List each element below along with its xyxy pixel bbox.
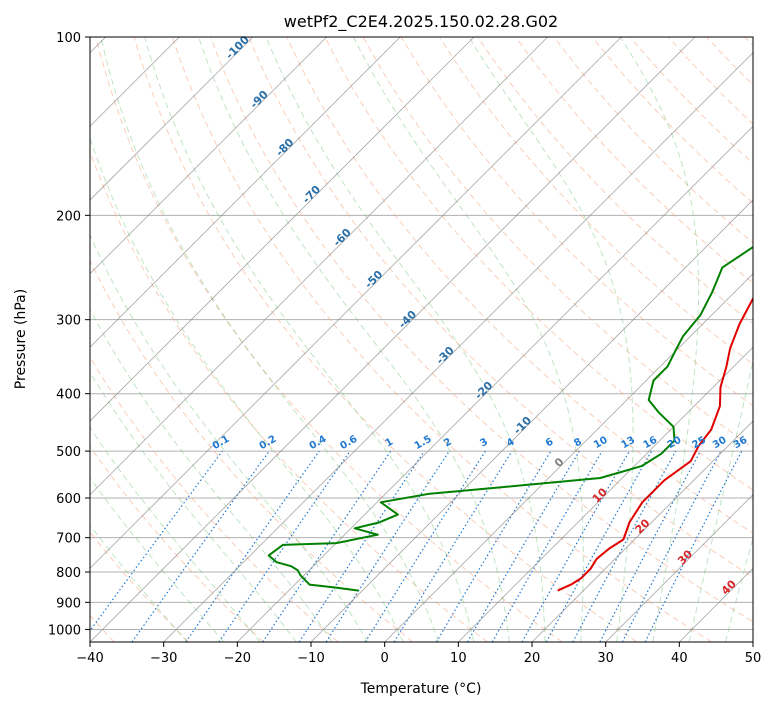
x-axis-label: Temperature (°C) (360, 681, 482, 697)
x-tick-label: −40 (76, 651, 103, 666)
x-tick-label: −10 (297, 651, 324, 666)
x-tick-label: 0 (381, 651, 389, 666)
y-tick-label: 100 (56, 31, 81, 46)
y-tick-label: 600 (56, 492, 81, 507)
chart-title: wetPf2_C2E4.2025.150.02.28.G02 (284, 12, 558, 32)
y-tick-label: 200 (56, 209, 81, 224)
y-tick-label: 900 (56, 596, 81, 611)
y-tick-label: 800 (56, 566, 81, 581)
y-tick-label: 1000 (48, 623, 81, 638)
x-tick-label: −20 (224, 651, 251, 666)
x-tick-label: 20 (524, 651, 541, 666)
x-tick-label: 30 (597, 651, 614, 666)
x-tick-label: 40 (671, 651, 688, 666)
x-tick-label: 10 (450, 651, 467, 666)
y-tick-label: 400 (56, 388, 81, 403)
y-tick-label: 500 (56, 445, 81, 460)
y-axis-label: Pressure (hPa) (13, 289, 29, 389)
x-tick-label: 50 (745, 651, 762, 666)
y-tick-label: 700 (56, 532, 81, 547)
y-tick-label: 300 (56, 314, 81, 329)
x-tick-label: −30 (150, 651, 177, 666)
